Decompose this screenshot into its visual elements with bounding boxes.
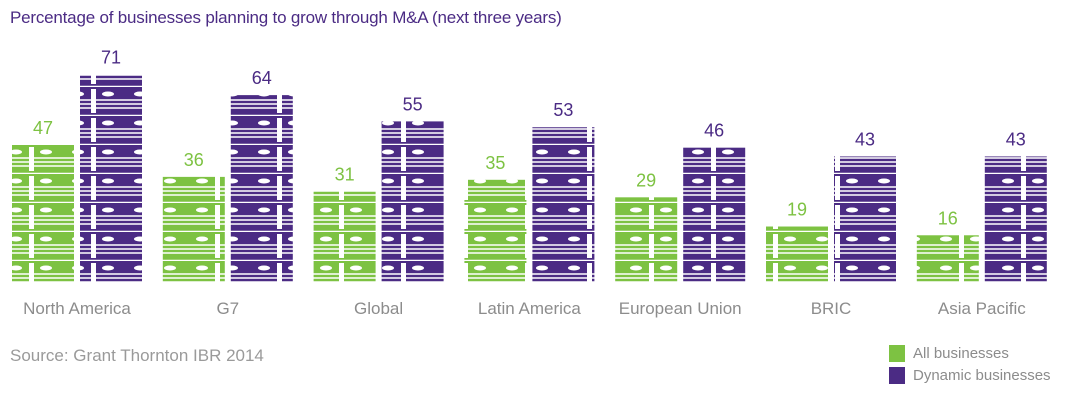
data-label: 55 [403,94,423,114]
data-label: 64 [252,68,272,88]
category-label: Asia Pacific [938,299,1026,318]
bar-all-latin-america [464,179,527,282]
data-label: 46 [704,121,724,141]
data-label: 36 [184,150,204,170]
category-label: North America [23,299,131,318]
legend-swatch-green [889,345,905,362]
data-label: 43 [1006,129,1026,149]
data-label: 53 [553,100,573,120]
legend-item-all-businesses: All businesses [889,345,1009,362]
bar-dynamic-global [381,121,444,283]
bar-all-bric [766,226,828,282]
data-label: 29 [636,170,656,190]
data-label: 71 [101,48,121,68]
data-label: 31 [335,164,355,184]
data-label: 43 [855,129,875,149]
bar-dynamic-bric [834,156,896,282]
chart-plot: 47 71 North America 36 64 G7 31 55 Global 35 53 Lat… [12,48,1047,318]
bar-dynamic-european-union [683,147,746,282]
category-label: BRIC [811,299,852,318]
bar-all-g7 [162,176,225,282]
category-label: G7 [216,299,239,318]
legend-item-dynamic-businesses: Dynamic businesses [889,367,1051,384]
bar-dynamic-latin-america [532,127,595,283]
legend-label: Dynamic businesses [913,367,1051,384]
bar-all-global [313,191,376,282]
bar-dynamic-asia-pacific [984,156,1047,282]
data-label: 47 [33,118,53,138]
bar-all-european-union [615,197,678,282]
data-label: 19 [787,200,807,220]
category-label: Latin America [478,299,582,318]
source-note: Source: Grant Thornton IBR 2014 [10,346,264,365]
category-label: European Union [619,299,742,318]
data-label: 35 [485,153,505,173]
bar-all-asia-pacific [916,235,979,282]
bar-all-north-america [12,144,74,282]
legend-swatch-purple [889,367,905,384]
data-label: 16 [938,208,958,228]
legend-label: All businesses [913,345,1009,362]
bar-dynamic-north-america [80,74,142,283]
chart-title: Percentage of businesses planning to gro… [10,8,562,27]
bar-dynamic-g7 [230,95,293,283]
category-label: Global [354,299,403,318]
